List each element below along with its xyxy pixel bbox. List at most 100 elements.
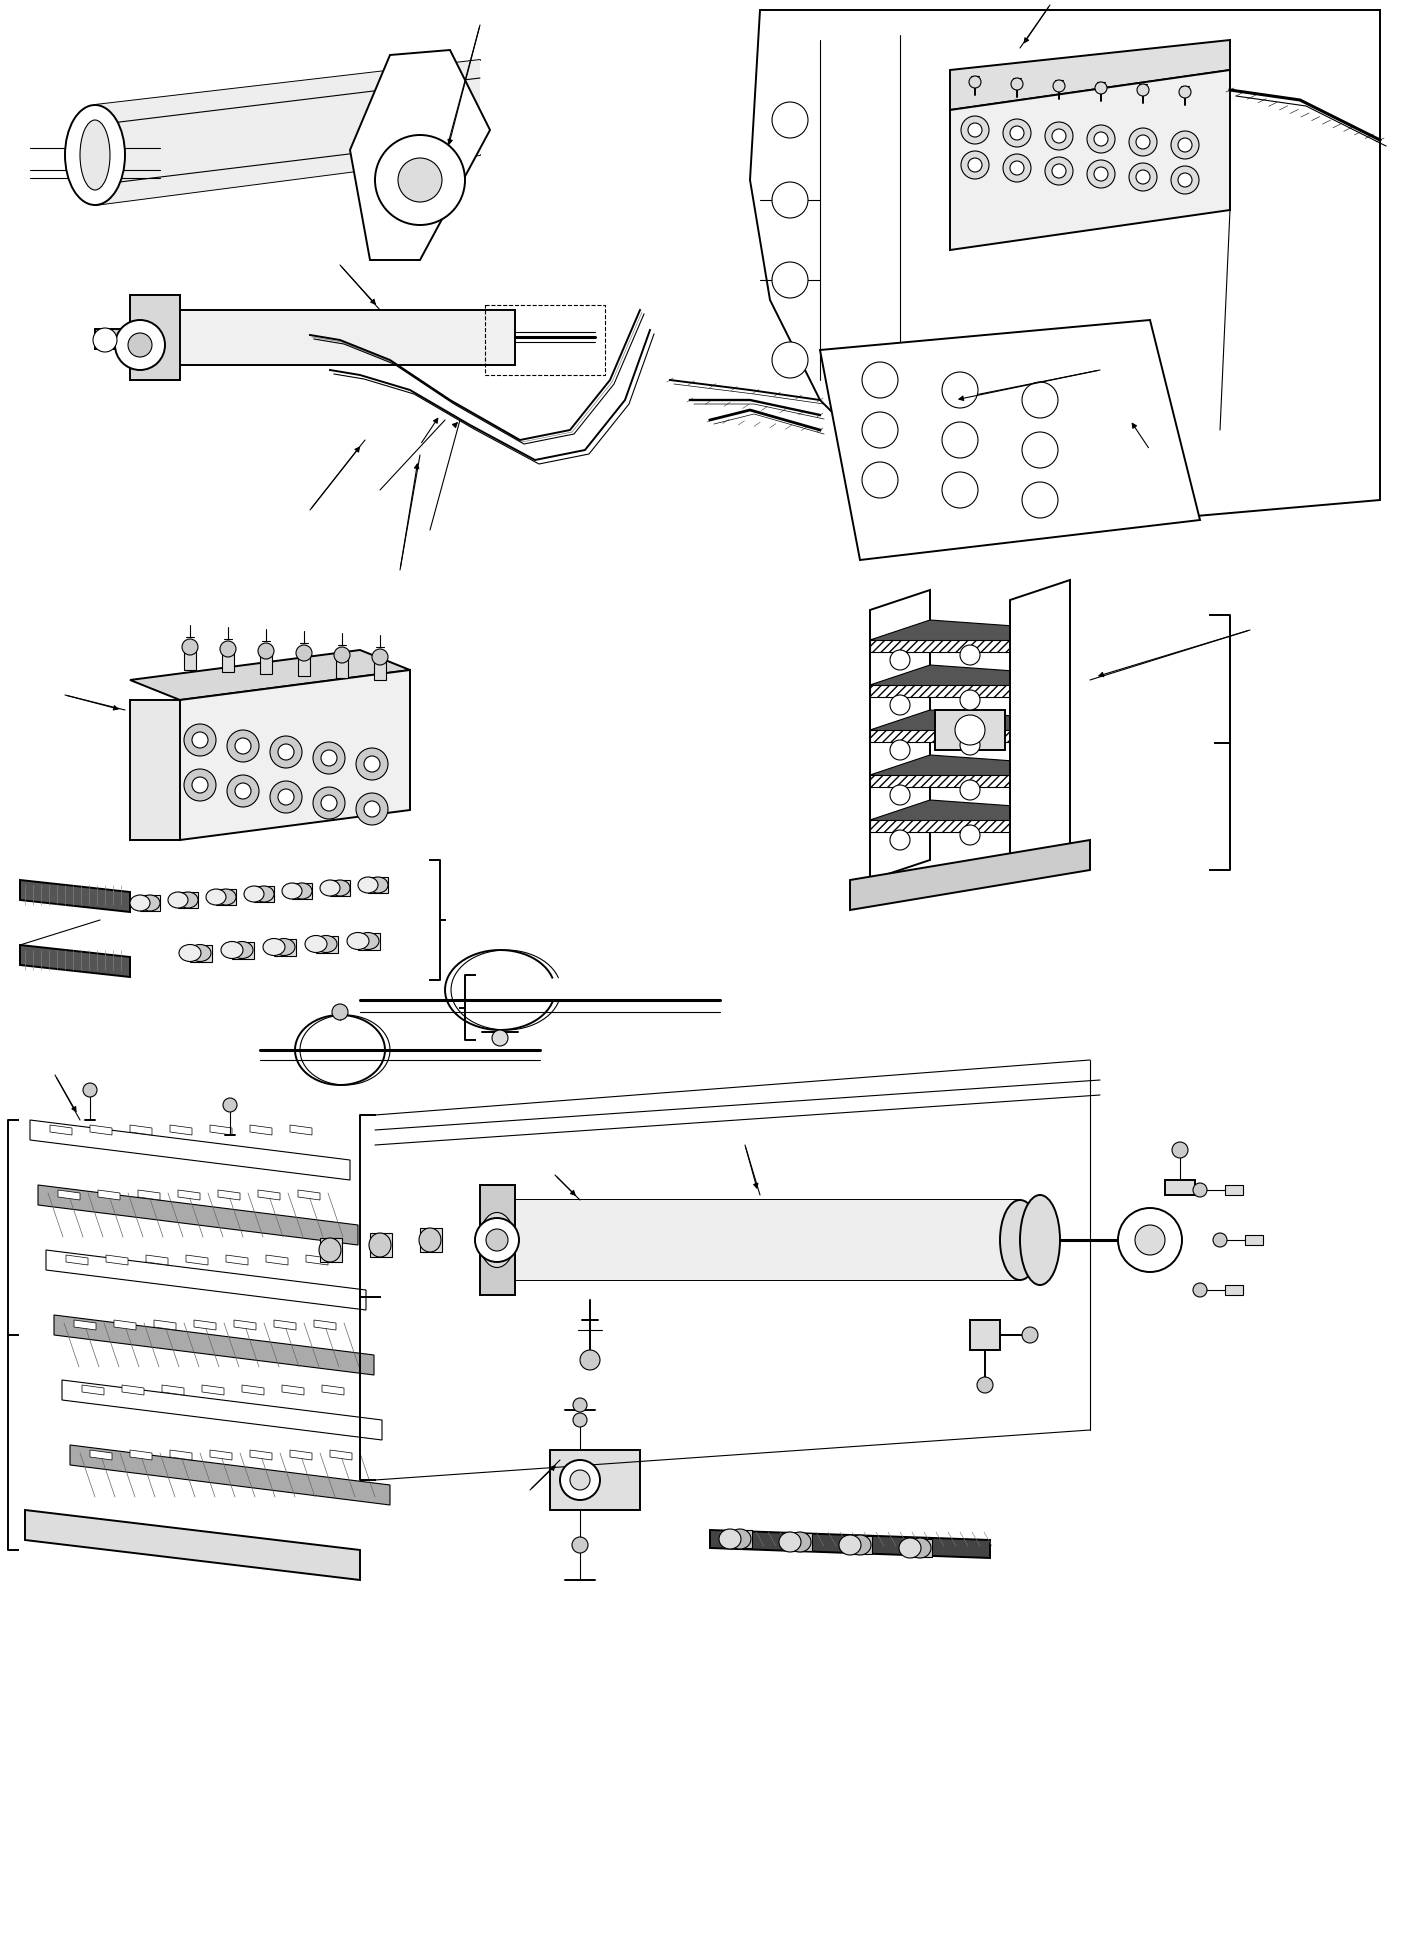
Bar xyxy=(254,885,274,903)
Bar xyxy=(374,660,385,680)
Polygon shape xyxy=(49,1126,72,1135)
Circle shape xyxy=(942,473,979,508)
Circle shape xyxy=(1178,139,1192,152)
Circle shape xyxy=(1135,1225,1165,1254)
Circle shape xyxy=(220,641,236,657)
Polygon shape xyxy=(820,320,1200,561)
Polygon shape xyxy=(145,1254,168,1264)
Circle shape xyxy=(969,123,981,137)
Polygon shape xyxy=(130,1126,152,1135)
Circle shape xyxy=(1003,119,1031,147)
Circle shape xyxy=(1022,1327,1038,1342)
Circle shape xyxy=(969,76,981,88)
Bar xyxy=(551,1450,640,1510)
Circle shape xyxy=(1045,156,1073,186)
Circle shape xyxy=(278,789,294,805)
Bar xyxy=(870,641,1010,653)
Polygon shape xyxy=(282,1385,304,1395)
Bar xyxy=(419,1227,442,1253)
Bar xyxy=(359,932,380,950)
Circle shape xyxy=(960,780,980,799)
Polygon shape xyxy=(30,1120,350,1180)
Circle shape xyxy=(376,135,465,225)
Ellipse shape xyxy=(779,1532,801,1551)
Polygon shape xyxy=(193,1321,216,1331)
Polygon shape xyxy=(138,1190,160,1200)
Circle shape xyxy=(1052,129,1066,143)
Ellipse shape xyxy=(480,1213,514,1268)
Polygon shape xyxy=(850,840,1090,911)
Bar xyxy=(298,657,311,676)
Ellipse shape xyxy=(216,889,236,905)
Circle shape xyxy=(356,748,388,780)
Polygon shape xyxy=(241,1385,264,1395)
Circle shape xyxy=(580,1350,600,1370)
Bar xyxy=(490,1200,1019,1280)
Circle shape xyxy=(1171,131,1199,158)
Circle shape xyxy=(1130,162,1156,191)
Circle shape xyxy=(977,1378,993,1393)
Ellipse shape xyxy=(909,1538,931,1557)
Circle shape xyxy=(890,786,909,805)
Ellipse shape xyxy=(206,889,226,905)
Circle shape xyxy=(942,422,979,457)
Polygon shape xyxy=(130,700,179,840)
Polygon shape xyxy=(179,670,409,840)
Ellipse shape xyxy=(178,891,198,909)
Circle shape xyxy=(335,647,350,662)
Bar xyxy=(216,889,236,905)
Polygon shape xyxy=(870,664,1070,696)
Ellipse shape xyxy=(319,1239,342,1262)
Circle shape xyxy=(1053,80,1065,92)
Polygon shape xyxy=(274,1321,297,1331)
Ellipse shape xyxy=(222,942,243,959)
Circle shape xyxy=(1022,483,1058,518)
Circle shape xyxy=(1094,166,1108,182)
Circle shape xyxy=(1052,164,1066,178)
Circle shape xyxy=(486,1229,508,1251)
Polygon shape xyxy=(870,709,1070,741)
Polygon shape xyxy=(298,1190,321,1200)
Bar xyxy=(850,1536,873,1553)
Ellipse shape xyxy=(179,944,201,961)
Ellipse shape xyxy=(729,1528,751,1550)
Ellipse shape xyxy=(347,932,369,950)
Polygon shape xyxy=(178,1190,201,1200)
Polygon shape xyxy=(58,1190,80,1200)
Polygon shape xyxy=(330,1450,352,1460)
Circle shape xyxy=(1137,135,1149,149)
Polygon shape xyxy=(106,1254,128,1264)
Polygon shape xyxy=(54,1315,374,1376)
Polygon shape xyxy=(90,1450,112,1460)
Ellipse shape xyxy=(849,1536,871,1555)
Polygon shape xyxy=(870,799,1070,830)
Ellipse shape xyxy=(357,932,378,950)
Circle shape xyxy=(182,639,198,655)
Bar xyxy=(484,305,604,375)
Ellipse shape xyxy=(263,938,285,956)
Bar xyxy=(274,940,297,956)
Circle shape xyxy=(962,115,988,145)
Circle shape xyxy=(278,744,294,760)
Polygon shape xyxy=(97,1190,120,1200)
Circle shape xyxy=(772,182,808,219)
Polygon shape xyxy=(25,1510,360,1581)
Ellipse shape xyxy=(168,891,188,909)
Polygon shape xyxy=(130,1450,152,1460)
Circle shape xyxy=(1137,170,1149,184)
Bar xyxy=(789,1534,812,1551)
Ellipse shape xyxy=(65,106,126,205)
Ellipse shape xyxy=(305,936,328,952)
Circle shape xyxy=(270,737,302,768)
Ellipse shape xyxy=(315,936,337,952)
Circle shape xyxy=(1137,84,1149,96)
Bar xyxy=(140,895,160,911)
Ellipse shape xyxy=(292,883,312,899)
Ellipse shape xyxy=(330,879,350,897)
Circle shape xyxy=(313,787,345,819)
Circle shape xyxy=(227,731,258,762)
Bar xyxy=(870,731,1010,743)
Polygon shape xyxy=(289,1450,312,1460)
Bar xyxy=(935,709,1005,750)
Polygon shape xyxy=(1010,580,1070,870)
